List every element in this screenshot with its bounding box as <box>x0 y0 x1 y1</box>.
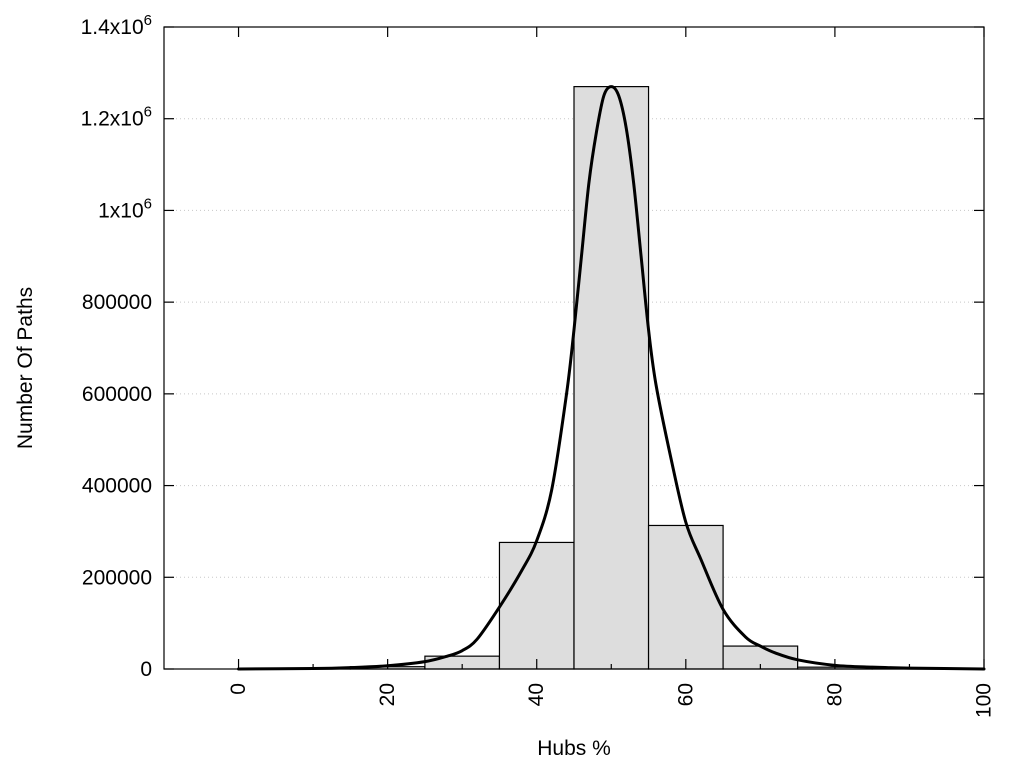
y-tick-label: 0 <box>140 658 152 681</box>
x-axis-title: Hubs % <box>537 737 611 760</box>
y-tick-label: 1.4x106 <box>81 12 152 39</box>
y-tick-label: 800000 <box>82 291 152 314</box>
x-tick-label: 80 <box>823 683 846 706</box>
x-tick-label: 100 <box>973 683 996 718</box>
y-tick-label: 600000 <box>82 383 152 406</box>
y-tick-label: 1x106 <box>98 195 152 222</box>
histogram-bar <box>498 541 575 670</box>
fit-curve-layer <box>237 85 986 671</box>
x-tick-label: 0 <box>227 683 250 695</box>
plot-frame <box>163 26 985 670</box>
y-tick-label: 1.2x106 <box>81 104 152 131</box>
x-tick-label: 60 <box>674 683 697 706</box>
histogram-bar <box>573 86 650 670</box>
x-tick-label: 20 <box>376 683 399 706</box>
y-axis-ticks: 0 200000 400000 600000 800000 1x106 1.2x106 1.4… <box>81 12 984 681</box>
histogram-bar <box>647 524 724 670</box>
histogram-bars <box>275 86 948 670</box>
y-axis-title: Number Of Paths <box>14 287 37 449</box>
x-tick-label: 40 <box>525 683 548 706</box>
x-axis-ticks: 0 20 40 60 80 100 <box>227 27 996 718</box>
y-tick-label: 400000 <box>82 475 152 498</box>
y-tick-label: 200000 <box>82 566 152 589</box>
grid-lines <box>164 118 984 578</box>
fit-curve <box>237 85 986 671</box>
